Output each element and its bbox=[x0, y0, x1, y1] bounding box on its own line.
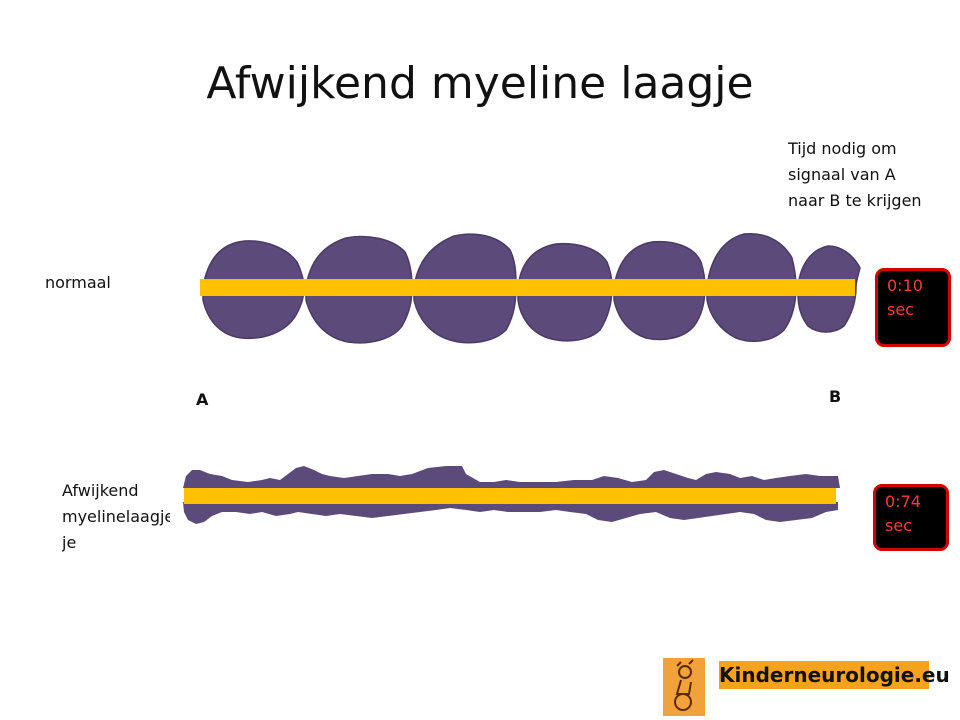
abnormal-label-line-3: je bbox=[62, 533, 77, 552]
abnormal-timer-value: 0:74 bbox=[885, 492, 921, 511]
normal-timer-unit: sec bbox=[887, 300, 914, 319]
time-note-line-2: signaal van A bbox=[788, 165, 896, 184]
abnormal-label-line-1: Afwijkend bbox=[62, 481, 139, 500]
abnormal-myelin-top bbox=[183, 466, 840, 488]
abnormal-timer: 0:74 sec bbox=[873, 484, 949, 551]
slide-title: Afwijkend myeline laagje bbox=[206, 58, 754, 109]
time-note: Tijd nodig om signaal van A naar B te kr… bbox=[788, 136, 922, 214]
time-note-line-3: naar B te krijgen bbox=[788, 191, 922, 210]
logo-figure-icon bbox=[663, 658, 705, 716]
abnormal-timer-unit: sec bbox=[885, 516, 912, 535]
abnormal-label: Afwijkend myelinelaagje je bbox=[62, 478, 170, 568]
abnormal-axon bbox=[184, 488, 836, 504]
point-b-label: B bbox=[829, 387, 842, 406]
abnormal-myelin-bottom bbox=[183, 502, 838, 524]
logo-text[interactable]: Kinderneurologie.eu bbox=[719, 661, 950, 689]
normal-timer-value: 0:10 bbox=[887, 276, 923, 295]
normal-timer: 0:10 sec bbox=[875, 268, 951, 347]
normal-axon bbox=[200, 279, 855, 296]
time-note-line-1: Tijd nodig om bbox=[788, 139, 897, 158]
point-a-label: A bbox=[196, 390, 209, 409]
normal-label: normaal bbox=[45, 273, 111, 292]
abnormal-myelin bbox=[183, 466, 840, 524]
abnormal-label-line-2: myelinelaagje bbox=[62, 507, 170, 526]
